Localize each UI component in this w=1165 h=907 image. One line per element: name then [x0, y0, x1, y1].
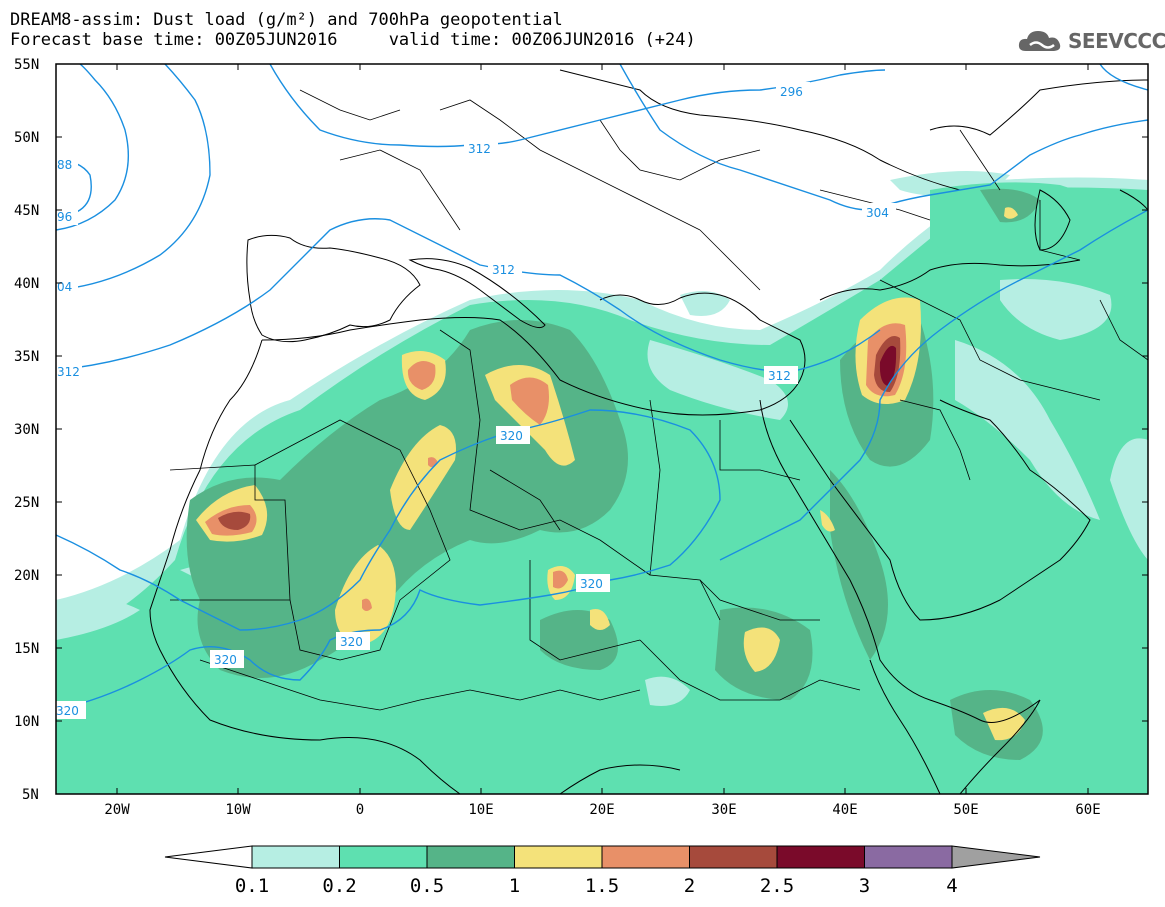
- colorbar-low-arrow: [164, 845, 253, 869]
- colorbar-high-arrow: [951, 845, 1041, 869]
- lon-labels: 20W 10W 0 10E 20E 30E 40E 50E 60E: [104, 802, 1100, 818]
- colorbar-label: 0.2: [322, 875, 356, 897]
- colorbar-label: 3: [859, 875, 870, 897]
- colorbar-swatch: [776, 845, 865, 869]
- lon-label: 30E: [711, 802, 736, 818]
- lat-label: 50N: [14, 130, 39, 146]
- contour-label: 312: [57, 365, 80, 379]
- colorbar-swatch: [514, 845, 603, 869]
- contour-label: 320: [340, 635, 363, 649]
- lon-label: 10E: [468, 802, 493, 818]
- lat-label: 5N: [22, 787, 39, 803]
- lon-label: 40E: [832, 802, 857, 818]
- lon-label: 20W: [104, 802, 130, 818]
- colorbar-swatch: [864, 845, 953, 869]
- logo-text: SEEVCCC: [1068, 29, 1165, 53]
- colorbar-label: 0.1: [235, 875, 269, 897]
- lon-label: 60E: [1075, 802, 1100, 818]
- map-title-line1: DREAM8-assim: Dust load (g/m²) and 700hP…: [10, 10, 563, 30]
- lat-label: 30N: [14, 422, 39, 438]
- lat-label: 10N: [14, 714, 39, 730]
- lon-label: 0: [356, 802, 364, 818]
- contour-label: 320: [580, 577, 603, 591]
- colorbar-swatch: [339, 845, 428, 869]
- contour-label: 96: [57, 210, 72, 224]
- colorbar-label: 4: [946, 875, 957, 897]
- contour-label: 296: [780, 85, 803, 99]
- colorbar-swatch: [251, 845, 340, 869]
- colorbar-label: 1: [509, 875, 520, 897]
- contour-label: 04: [57, 280, 72, 294]
- contour-label: 312: [468, 142, 491, 156]
- colorbar-swatch: [601, 845, 690, 869]
- country-borders: [169, 89, 1148, 711]
- lat-labels: 55N 50N 45N 40N 35N 30N 25N 20N 15N 10N …: [14, 57, 39, 803]
- lon-label: 20E: [589, 802, 614, 818]
- cloud-icon: [1018, 31, 1061, 51]
- colorbar-label: 1.5: [585, 875, 619, 897]
- logo: SEEVCCC: [1016, 26, 1165, 56]
- contour-label: 312: [768, 369, 791, 383]
- lat-label: 25N: [14, 495, 39, 511]
- lat-label: 35N: [14, 349, 39, 365]
- contour-label: 320: [214, 653, 237, 667]
- lat-label: 15N: [14, 641, 39, 657]
- colorbar-swatch: [426, 845, 515, 869]
- coastlines: [149, 69, 1148, 794]
- contour-label: 304: [866, 206, 889, 220]
- contour-label: 320: [500, 429, 523, 443]
- contour-label: 312: [492, 263, 515, 277]
- colorbar: 0.1 0.2 0.5 1 1.5 2 2.5 3 4: [164, 845, 1041, 897]
- axis-ticks: [56, 63, 1148, 795]
- dust-field-2-5: [879, 345, 897, 386]
- lat-label: 40N: [14, 276, 39, 292]
- lat-label: 45N: [14, 203, 39, 219]
- colorbar-label: 0.5: [410, 875, 444, 897]
- contour-label: 88: [57, 158, 72, 172]
- lat-label: 55N: [14, 57, 39, 73]
- contour-label: 320: [56, 704, 79, 718]
- colorbar-label: 2.5: [760, 875, 794, 897]
- lon-label: 10W: [225, 802, 251, 818]
- colorbar-swatch: [689, 845, 778, 869]
- map-title-line2: Forecast base time: 00Z05JUN2016 valid t…: [10, 30, 696, 50]
- colorbar-label: 2: [684, 875, 695, 897]
- lon-label: 50E: [953, 802, 978, 818]
- lat-label: 20N: [14, 568, 39, 584]
